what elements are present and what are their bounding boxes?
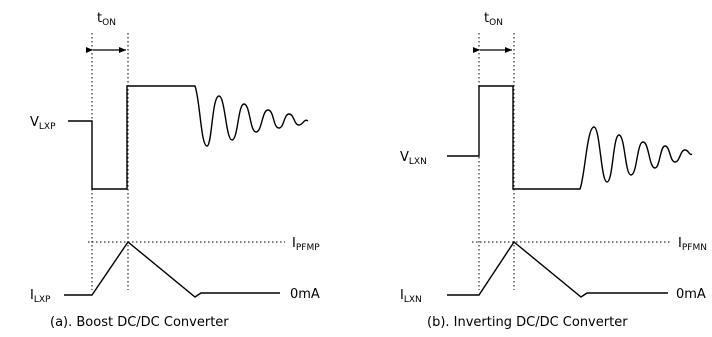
zero-current-label: 0mA	[676, 287, 706, 302]
peak-current-label: IPFMP	[292, 236, 320, 253]
zero-current-label: 0mA	[290, 287, 320, 302]
voltage-waveform	[447, 85, 693, 190]
current-label: ILXP	[30, 288, 51, 305]
diagram-caption: (a). Boost DC/DC Converter	[50, 315, 229, 330]
voltage-label: VLXN	[400, 150, 427, 167]
current-label: ILXN	[400, 288, 422, 305]
ton-label: tON	[97, 11, 116, 28]
ton-label: tON	[484, 11, 503, 28]
inverting-converter-diagram: tON VLXN IPFMN ILXN 0mA (b). Inverting D…	[400, 11, 707, 330]
current-waveform	[64, 240, 280, 298]
diagram-caption: (b). Inverting DC/DC Converter	[427, 315, 628, 330]
voltage-label: VLXP	[30, 115, 56, 132]
voltage-waveform	[68, 85, 309, 190]
boost-converter-diagram: tON VLXP IPFMP ILXP 0mA (a). Boost DC/DC…	[30, 11, 320, 330]
peak-current-label: IPFMN	[678, 236, 707, 253]
current-waveform	[447, 240, 668, 298]
